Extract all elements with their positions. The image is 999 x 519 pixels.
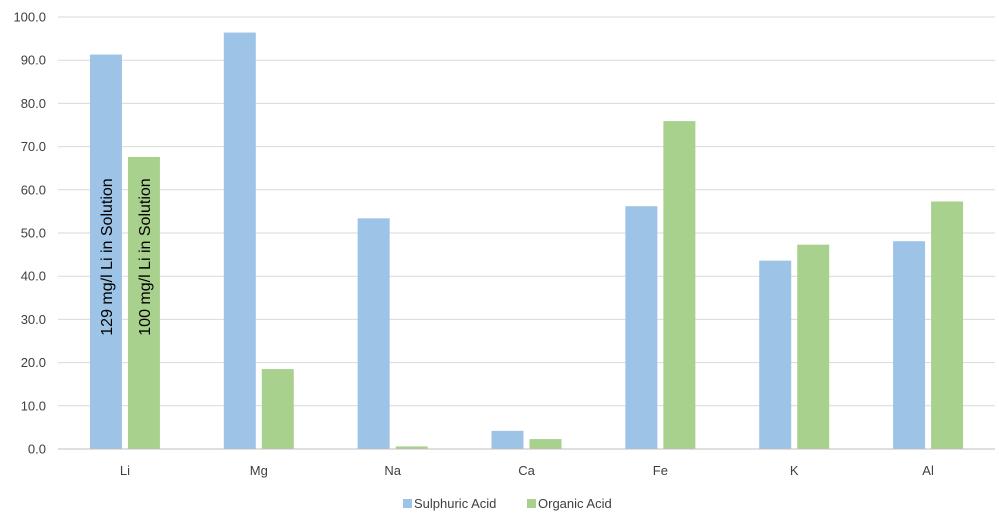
bar-annotation: 100 mg/l Li in Solution [137, 178, 154, 335]
y-tick-label: 20.0 [21, 355, 46, 370]
y-tick-label: 60.0 [21, 182, 46, 197]
gridlines [58, 16, 995, 407]
legend-label: Organic Acid [538, 496, 612, 511]
y-axis-tick-labels: 0.0 10.0 20.0 30.0 40.0 50.0 60.0 70.0 80.0 90.0 1… [13, 10, 46, 457]
bar-sulphuric-acid-na [357, 218, 390, 449]
x-category-label: Al [922, 463, 934, 478]
bar-organic-acid-mg [261, 369, 294, 449]
y-tick-label: 80.0 [21, 96, 46, 111]
y-tick-label: 30.0 [21, 312, 46, 327]
bar-sulphuric-acid-al [893, 241, 926, 449]
y-tick-label: 0.0 [28, 442, 46, 457]
bar-organic-acid-na [395, 446, 428, 449]
bar-sulphuric-acid-fe [625, 206, 658, 449]
legend-label: Sulphuric Acid [414, 496, 496, 511]
x-category-label: Na [384, 463, 401, 478]
x-category-label: Fe [653, 463, 668, 478]
bars [89, 32, 964, 450]
x-axis: Li Mg Na Ca Fe K Al [58, 448, 995, 478]
x-category-label: Li [120, 463, 130, 478]
y-tick-label: 70.0 [21, 139, 46, 154]
bar-sulphuric-acid-k [759, 260, 792, 449]
y-tick-label: 40.0 [21, 269, 46, 284]
bar-sulphuric-acid-mg [223, 32, 256, 449]
x-category-label: Mg [250, 463, 268, 478]
annotations: 129 mg/l Li in Solution 100 mg/l Li in So… [99, 178, 154, 335]
bar-sulphuric-acid-ca [491, 430, 524, 449]
y-tick-label: 10.0 [21, 398, 46, 413]
bar-annotation: 129 mg/l Li in Solution [99, 178, 116, 335]
y-tick-label: 90.0 [21, 53, 46, 68]
x-category-label: K [790, 463, 799, 478]
bar-sulphuric-acid-li [89, 54, 122, 450]
y-tick-label: 100.0 [13, 10, 46, 25]
bar-organic-acid-li [127, 156, 160, 449]
bar-organic-acid-ca [529, 439, 562, 449]
bar-organic-acid-fe [663, 121, 696, 449]
legend-swatch-organic-acid [527, 499, 536, 508]
bar-organic-acid-k [797, 244, 830, 449]
x-category-label: Ca [518, 463, 535, 478]
legend: Sulphuric Acid Organic Acid [403, 496, 612, 511]
legend-swatch-sulphuric-acid [403, 499, 412, 508]
bar-organic-acid-al [931, 201, 964, 449]
y-tick-label: 50.0 [21, 226, 46, 241]
